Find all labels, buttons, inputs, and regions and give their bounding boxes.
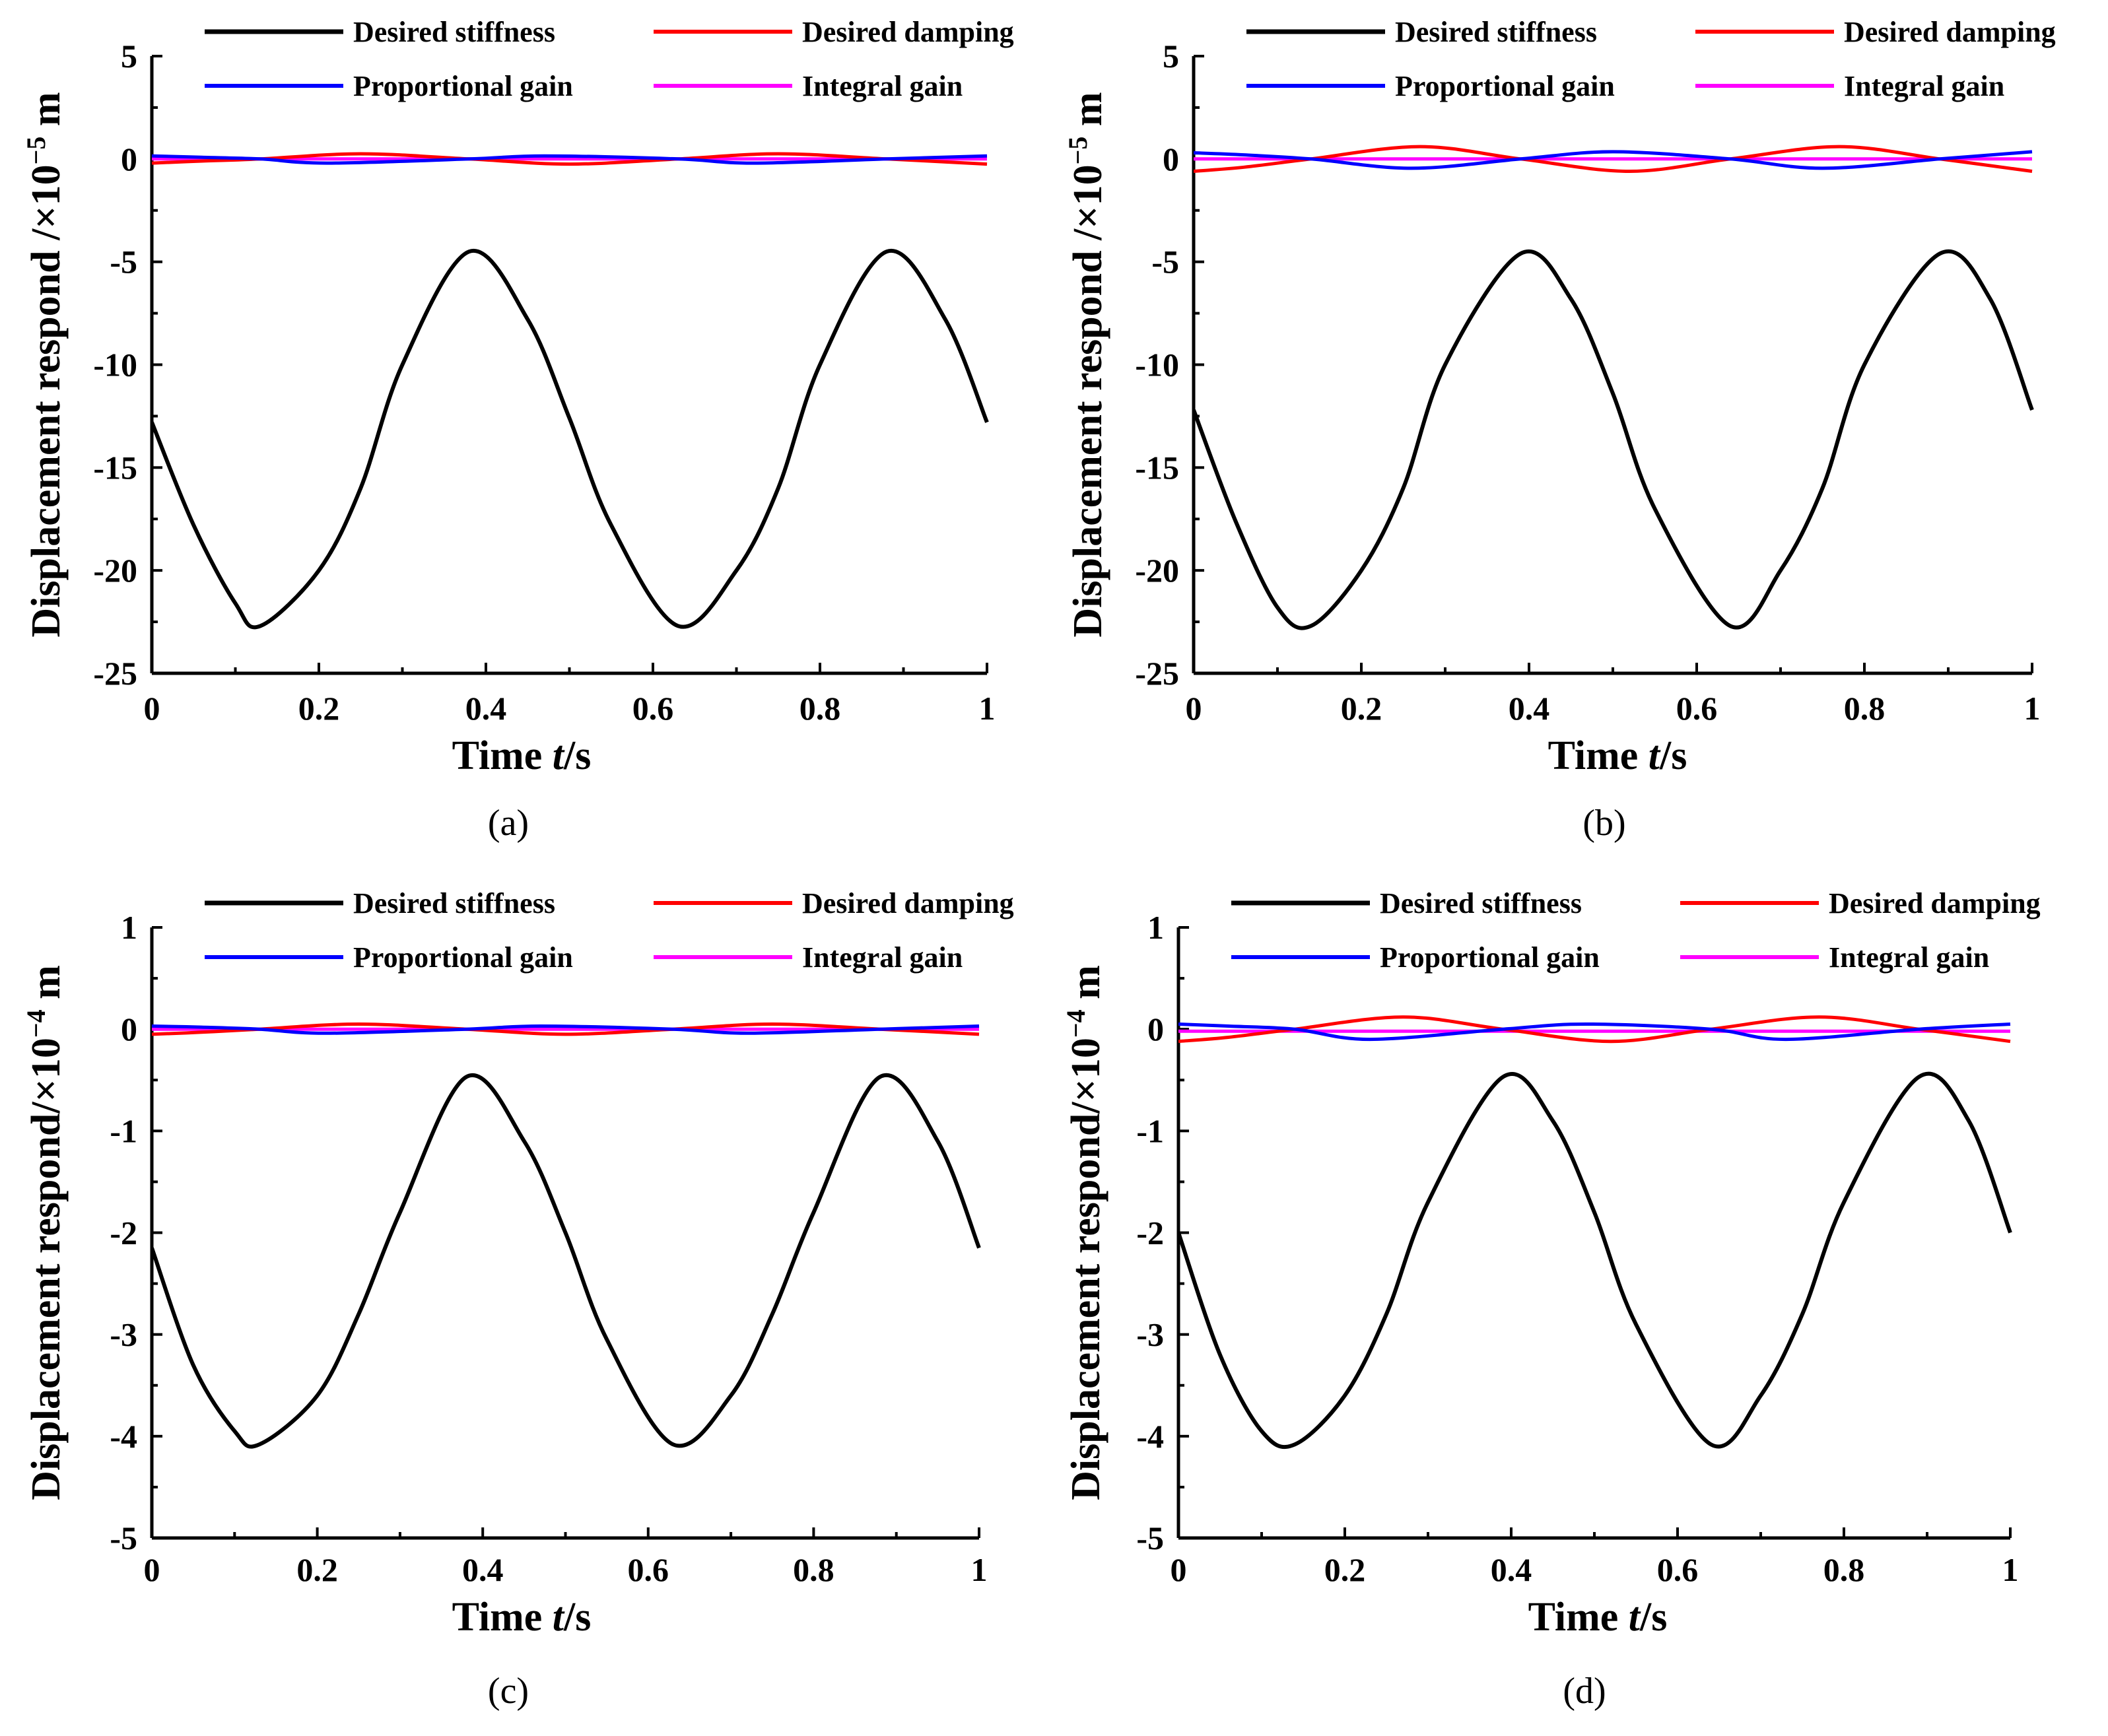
y-tick-label: 0	[121, 141, 137, 178]
x-tick-label: 0	[144, 1551, 160, 1588]
y-tick-label: -25	[93, 655, 137, 692]
series-line-desired-stiffness	[1194, 249, 2034, 630]
chart-panel-d: 0 0.2 0.4 0.6 0.8 1 1 0 -1 -2 -3 -4 -5 Desired stiffn…	[1061, 887, 2041, 1712]
x-tick-label: 0.8	[793, 1551, 834, 1588]
x-tick-label: 0.6	[628, 1551, 669, 1588]
y-tick-label: 0	[121, 1011, 137, 1048]
legend-label-desired-stiffness: Desired stiffness	[1395, 16, 1597, 48]
legend-label-desired-damping: Desired damping	[1844, 16, 2056, 48]
y-tick-label: -5	[1136, 1519, 1164, 1556]
series-line-proportional-gain	[1194, 150, 2033, 170]
x-axis-title: Time t/s	[1528, 1595, 1668, 1640]
y-axis-title: Displacement respond/×10−4 m	[21, 965, 69, 1500]
y-axis-title: Displacement respond /×10−5 m	[21, 92, 69, 637]
legend-label-desired-stiffness: Desired stiffness	[353, 887, 555, 919]
x-tick-label: 0.2	[1324, 1551, 1366, 1588]
legend-label-integral-gain: Integral gain	[1829, 941, 1989, 974]
y-tick-label: 0	[1147, 1011, 1164, 1048]
y-tick-label: -20	[93, 552, 137, 589]
x-tick-label: 0.6	[632, 690, 674, 727]
series-line-desired-stiffness	[152, 248, 989, 630]
series-line-desired-stiffness	[1178, 1071, 2012, 1450]
x-tick-label: 1	[2002, 1551, 2019, 1588]
x-tick-label: 0	[1171, 1551, 1187, 1588]
x-tick-label: 0.4	[462, 1551, 504, 1588]
y-tick-label: 0	[1163, 141, 1179, 178]
y-tick-label: -5	[1151, 244, 1179, 281]
legend-label-proportional-gain: Proportional gain	[1380, 941, 1600, 974]
y-tick-label: -10	[93, 347, 137, 384]
y-tick-label: -15	[1135, 449, 1179, 486]
legend-label-integral-gain: Integral gain	[802, 70, 963, 102]
x-tick-label: 0.2	[1341, 690, 1382, 727]
y-axis-title: Displacement respond/×10−4 m	[1061, 965, 1108, 1500]
panel-label: (b)	[1582, 803, 1625, 844]
legend-label-proportional-gain: Proportional gain	[1395, 70, 1615, 102]
y-axis-title: Displacement respond /×10−5 m	[1063, 92, 1110, 637]
y-tick-label: -4	[110, 1418, 137, 1455]
chart-panel-a: 0 0.2 0.4 0.6 0.8 1 5 0 -5 -10 -15 -20 -25 Desired st…	[21, 16, 1014, 844]
y-tick-label: -10	[1135, 347, 1179, 384]
x-tick-label: 1	[971, 1551, 988, 1588]
x-tick-label: 1	[979, 690, 996, 727]
legend-label-integral-gain: Integral gain	[802, 941, 963, 974]
x-tick-label: 0.4	[1491, 1551, 1532, 1588]
legend-label-integral-gain: Integral gain	[1844, 70, 2004, 102]
x-axis-title: Time t/s	[452, 733, 592, 778]
series-line-proportional-gain	[152, 154, 988, 165]
y-tick-label: -4	[1136, 1418, 1164, 1455]
x-tick-label: 0.4	[1509, 690, 1550, 727]
y-tick-label: -1	[1136, 1112, 1164, 1149]
y-tick-label: 1	[1147, 909, 1164, 946]
x-tick-label: 0.2	[296, 1551, 338, 1588]
y-tick-label: -5	[110, 244, 137, 281]
legend-label-desired-damping: Desired damping	[1829, 887, 2041, 919]
x-tick-label: 0.8	[1844, 690, 1886, 727]
x-tick-label: 0	[144, 690, 160, 727]
series-line-proportional-gain	[152, 1024, 980, 1035]
x-tick-label: 0.4	[465, 690, 507, 727]
y-tick-label: -3	[110, 1316, 137, 1353]
x-tick-label: 1	[2024, 690, 2041, 727]
panel-label: (d)	[1563, 1671, 1606, 1712]
panel-label: (a)	[488, 803, 529, 844]
x-axis-title: Time t/s	[1548, 733, 1687, 778]
y-tick-label: -25	[1135, 655, 1179, 692]
y-tick-label: 5	[1163, 38, 1179, 75]
chart-panel-c: 0 0.2 0.4 0.6 0.8 1 1 0 -1 -2 -3 -4 -5 Desired stiffn…	[21, 887, 1014, 1712]
x-tick-label: 0.8	[1823, 1551, 1865, 1588]
chart-panel-b: 0 0.2 0.4 0.6 0.8 1 5 0 -5 -10 -15 -20 -25 Desired st…	[1063, 16, 2056, 844]
legend-label-desired-damping: Desired damping	[802, 887, 1014, 919]
legend-label-proportional-gain: Proportional gain	[353, 70, 573, 102]
legend-label-desired-stiffness: Desired stiffness	[1380, 887, 1582, 919]
y-tick-label: -3	[1136, 1316, 1164, 1353]
y-tick-label: 1	[121, 909, 137, 946]
panel-label: (c)	[488, 1671, 529, 1712]
x-tick-label: 0.2	[298, 690, 340, 727]
x-tick-label: 0.6	[1657, 1551, 1699, 1588]
series-line-proportional-gain	[1178, 1022, 2011, 1042]
x-axis-title: Time t/s	[452, 1595, 592, 1640]
series-line-desired-stiffness	[152, 1073, 981, 1449]
legend-label-desired-stiffness: Desired stiffness	[353, 16, 555, 48]
x-tick-label: 0	[1186, 690, 1202, 727]
y-tick-label: -1	[110, 1112, 137, 1149]
series-line-desired-damping	[1194, 145, 2033, 174]
y-tick-label: 5	[121, 38, 137, 75]
legend-label-desired-damping: Desired damping	[802, 16, 1014, 48]
x-tick-label: 0.8	[799, 690, 841, 727]
x-tick-label: 0.6	[1676, 690, 1718, 727]
y-tick-label: -15	[93, 449, 137, 486]
y-tick-label: -20	[1135, 552, 1179, 589]
series-line-desired-damping	[1178, 1015, 2011, 1044]
legend-label-proportional-gain: Proportional gain	[353, 941, 573, 974]
y-tick-label: -5	[110, 1519, 137, 1556]
y-tick-label: -2	[1136, 1215, 1164, 1252]
y-tick-label: -2	[110, 1215, 137, 1252]
